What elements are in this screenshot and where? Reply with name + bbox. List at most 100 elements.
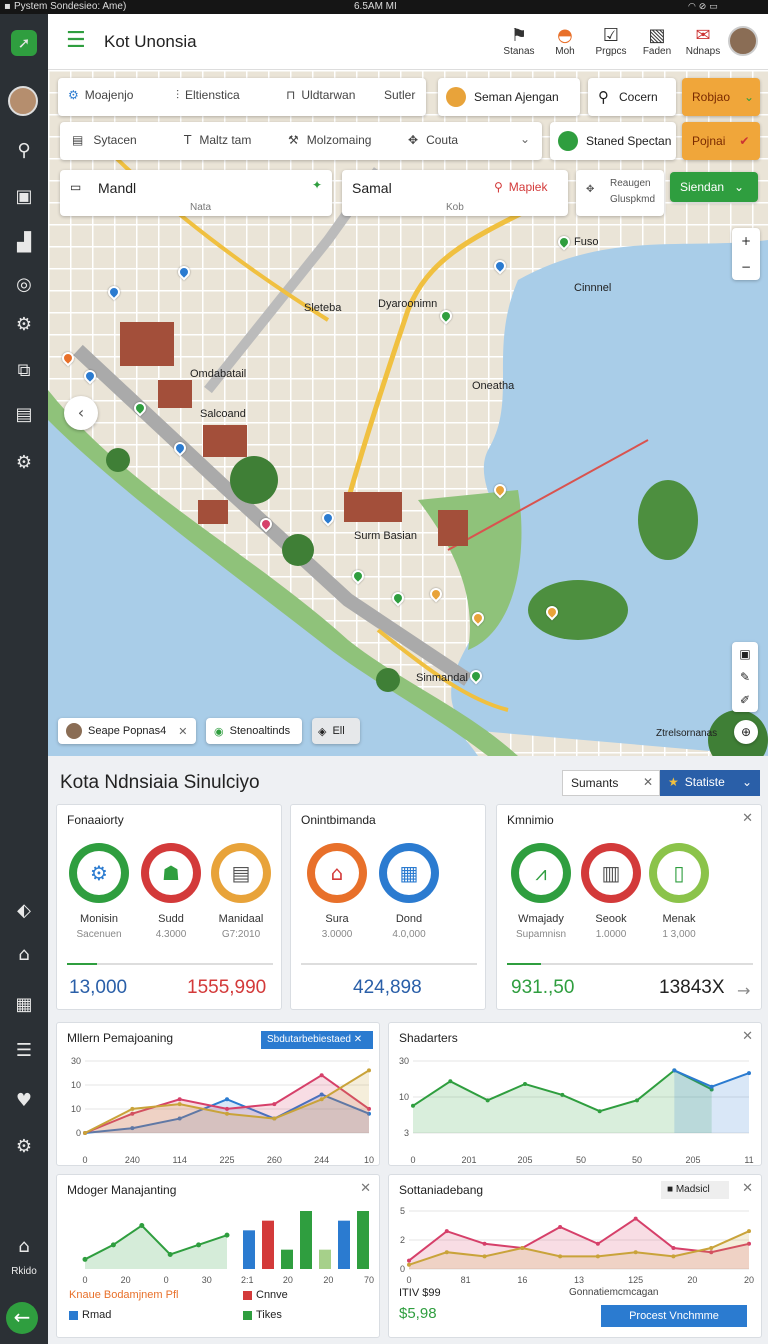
close-icon[interactable]: ✕ xyxy=(642,775,653,789)
square-icon: ■ xyxy=(667,1184,676,1195)
chip-stenoaltinds[interactable]: ◉ Stenoaltinds xyxy=(206,718,302,744)
kpi-ring[interactable]: ⚙ xyxy=(69,843,129,903)
arrow-right-icon[interactable]: → xyxy=(737,981,751,1000)
bar xyxy=(281,1249,293,1269)
book-icon[interactable]: ▤ xyxy=(15,403,33,425)
kpi-ring[interactable]: ☗ xyxy=(141,843,201,903)
toolbar-item-eltienstica[interactable]: ⫶ Eltienstica xyxy=(176,88,240,102)
statiste-dropdown[interactable]: ★ Statiste ⌄ xyxy=(660,770,760,796)
data-point xyxy=(177,1116,182,1121)
chevron-down-icon[interactable]: ⌄ xyxy=(520,132,531,146)
toolbar-item-couta[interactable]: ✥ Couta xyxy=(408,133,459,147)
gear-icon[interactable]: ⚙ xyxy=(15,313,33,335)
back-arrow-icon[interactable]: ← xyxy=(6,1302,38,1334)
close-icon[interactable]: ✕ xyxy=(742,811,753,826)
chart-badge[interactable]: Sbdutarbebiestaed ✕ xyxy=(261,1031,373,1049)
close-icon[interactable]: ✕ xyxy=(178,724,188,738)
samal-field[interactable]: Samal ⚲ Mapiek Kob xyxy=(342,170,568,216)
data-point xyxy=(367,1111,371,1116)
toolbar-item-sytacen[interactable]: ▤ Sytacen xyxy=(72,133,137,147)
calendar-icon: ▦ xyxy=(387,851,431,895)
reaugen-panel[interactable]: ✥ Reaugen Gluspkmd xyxy=(576,170,664,216)
pencil-icon[interactable]: ✎ xyxy=(739,669,751,684)
data-point xyxy=(520,1245,525,1250)
bar xyxy=(300,1211,312,1269)
puzzle-icon: ✥ xyxy=(408,133,419,147)
zoom-in-button[interactable]: + xyxy=(740,234,752,248)
kpi-ring[interactable]: ⩘ xyxy=(511,843,571,903)
robjao-dropdown[interactable]: Robjao ⌄ xyxy=(682,78,760,116)
settings-icon[interactable]: ⚙ xyxy=(15,451,33,473)
square-icon[interactable]: ▣ xyxy=(15,185,33,207)
avatar[interactable] xyxy=(8,86,38,116)
process-button[interactable]: Procest Vnchmme xyxy=(601,1305,747,1327)
toolbar-item-maltz[interactable]: T Maltz tam xyxy=(184,133,252,147)
data-point xyxy=(177,1097,182,1102)
home-icon[interactable]: ⌂ xyxy=(18,943,30,965)
series-area xyxy=(409,1231,749,1269)
building-icon[interactable]: ⌂ xyxy=(18,1235,30,1257)
x-tick-label: 201 xyxy=(461,1155,476,1165)
locate-icon[interactable]: ⊕ xyxy=(734,720,758,744)
copy-icon[interactable]: ⧉ xyxy=(17,359,31,381)
toolbar-item-sutler[interactable]: Sutler xyxy=(384,88,416,102)
chevron-left-icon[interactable]: ‹ xyxy=(64,396,98,430)
bar-chart-icon[interactable]: ▟ xyxy=(17,231,31,253)
chip-ell[interactable]: ◈ Ell xyxy=(312,718,360,744)
series-line xyxy=(408,1217,750,1262)
series-line xyxy=(408,1230,750,1266)
data-point xyxy=(482,1254,487,1259)
header-button-prgpcs[interactable]: ☑ Prgpcs xyxy=(590,26,632,58)
close-icon[interactable]: ✕ xyxy=(742,1029,753,1044)
siendan-button[interactable]: Siendan ⌄ xyxy=(670,172,758,202)
data-point xyxy=(130,1111,135,1116)
kpi-ring[interactable]: ⌂ xyxy=(307,843,367,903)
zoom-out-button[interactable]: − xyxy=(740,260,752,274)
hamburger-icon[interactable]: ☰ xyxy=(66,28,86,53)
kpi-ring[interactable]: ▯ xyxy=(649,843,709,903)
x-tick-label: 260 xyxy=(267,1155,282,1165)
cog-icon[interactable]: ⚙ xyxy=(15,1135,33,1157)
logo-icon[interactable]: ➚ xyxy=(11,30,37,56)
chip-seape[interactable]: Seape Popnas4 ✕ xyxy=(58,718,196,744)
image-icon[interactable]: ▣ xyxy=(739,646,751,661)
map-view[interactable]: ⚙ Moajenjo ⫶ Eltienstica ⊓ Uldtarwan Sutler… xyxy=(48,70,768,756)
header-button-moh[interactable]: ◓ Moh xyxy=(544,26,586,58)
search-icon[interactable]: ⚲ xyxy=(17,139,31,161)
data-point xyxy=(709,1250,714,1255)
toolbar-item-uldtarwan[interactable]: ⊓ Uldtarwan xyxy=(286,88,356,102)
header-button-ndnaps[interactable]: ✉ Ndnaps xyxy=(682,26,724,58)
map-label: Fuso xyxy=(574,236,599,248)
heart-icon[interactable]: ♥ xyxy=(15,1089,33,1111)
menu-icon[interactable]: ☰ xyxy=(15,1039,33,1061)
mandl-field[interactable]: ▭ Mandl ✦ Nata xyxy=(60,170,332,216)
kpi-ring[interactable]: ▥ xyxy=(581,843,641,903)
y-tick-label: 10 xyxy=(71,1080,81,1090)
data-point xyxy=(272,1116,277,1121)
close-icon[interactable]: ✕ xyxy=(742,1181,753,1196)
data-point xyxy=(196,1242,202,1248)
tag-icon[interactable]: ⬖ xyxy=(17,899,31,921)
brush-icon[interactable]: ✐ xyxy=(739,693,751,708)
search-button[interactable]: ⚲ Cocern xyxy=(588,78,676,116)
kpi-ring[interactable]: ▦ xyxy=(379,843,439,903)
chart-badge[interactable]: ■ Madsicl xyxy=(661,1181,729,1199)
close-icon[interactable]: ✕ xyxy=(360,1181,371,1196)
mapiek-action[interactable]: ⚲ Mapiek xyxy=(494,180,548,194)
kpi-ring[interactable]: ▤ xyxy=(211,843,271,903)
zoom-controls: + − xyxy=(732,228,760,280)
map-label: Cinnnel xyxy=(574,282,612,294)
pojnai-button[interactable]: Pojnai ✔ xyxy=(682,122,760,160)
filter-select[interactable]: Sumants ✕ xyxy=(562,770,660,796)
user-avatar[interactable] xyxy=(728,26,758,56)
header-button-faden[interactable]: ▧ Faden xyxy=(636,26,678,58)
toolbar-item-moajenjo[interactable]: ⚙ Moajenjo xyxy=(68,88,134,102)
toolbar-item-molzomaing[interactable]: ⚒ Molzomaing xyxy=(288,133,372,147)
staned-button[interactable]: Staned Spectan xyxy=(550,122,676,160)
seman-button[interactable]: Seman Ajengan xyxy=(438,78,580,116)
grid-icon[interactable]: ▦ xyxy=(15,993,33,1015)
header-button-stanas[interactable]: ⚑ Stanas xyxy=(498,26,540,58)
bar xyxy=(357,1211,369,1269)
bar xyxy=(243,1230,255,1269)
check-circle-icon[interactable]: ◎ xyxy=(16,273,32,295)
